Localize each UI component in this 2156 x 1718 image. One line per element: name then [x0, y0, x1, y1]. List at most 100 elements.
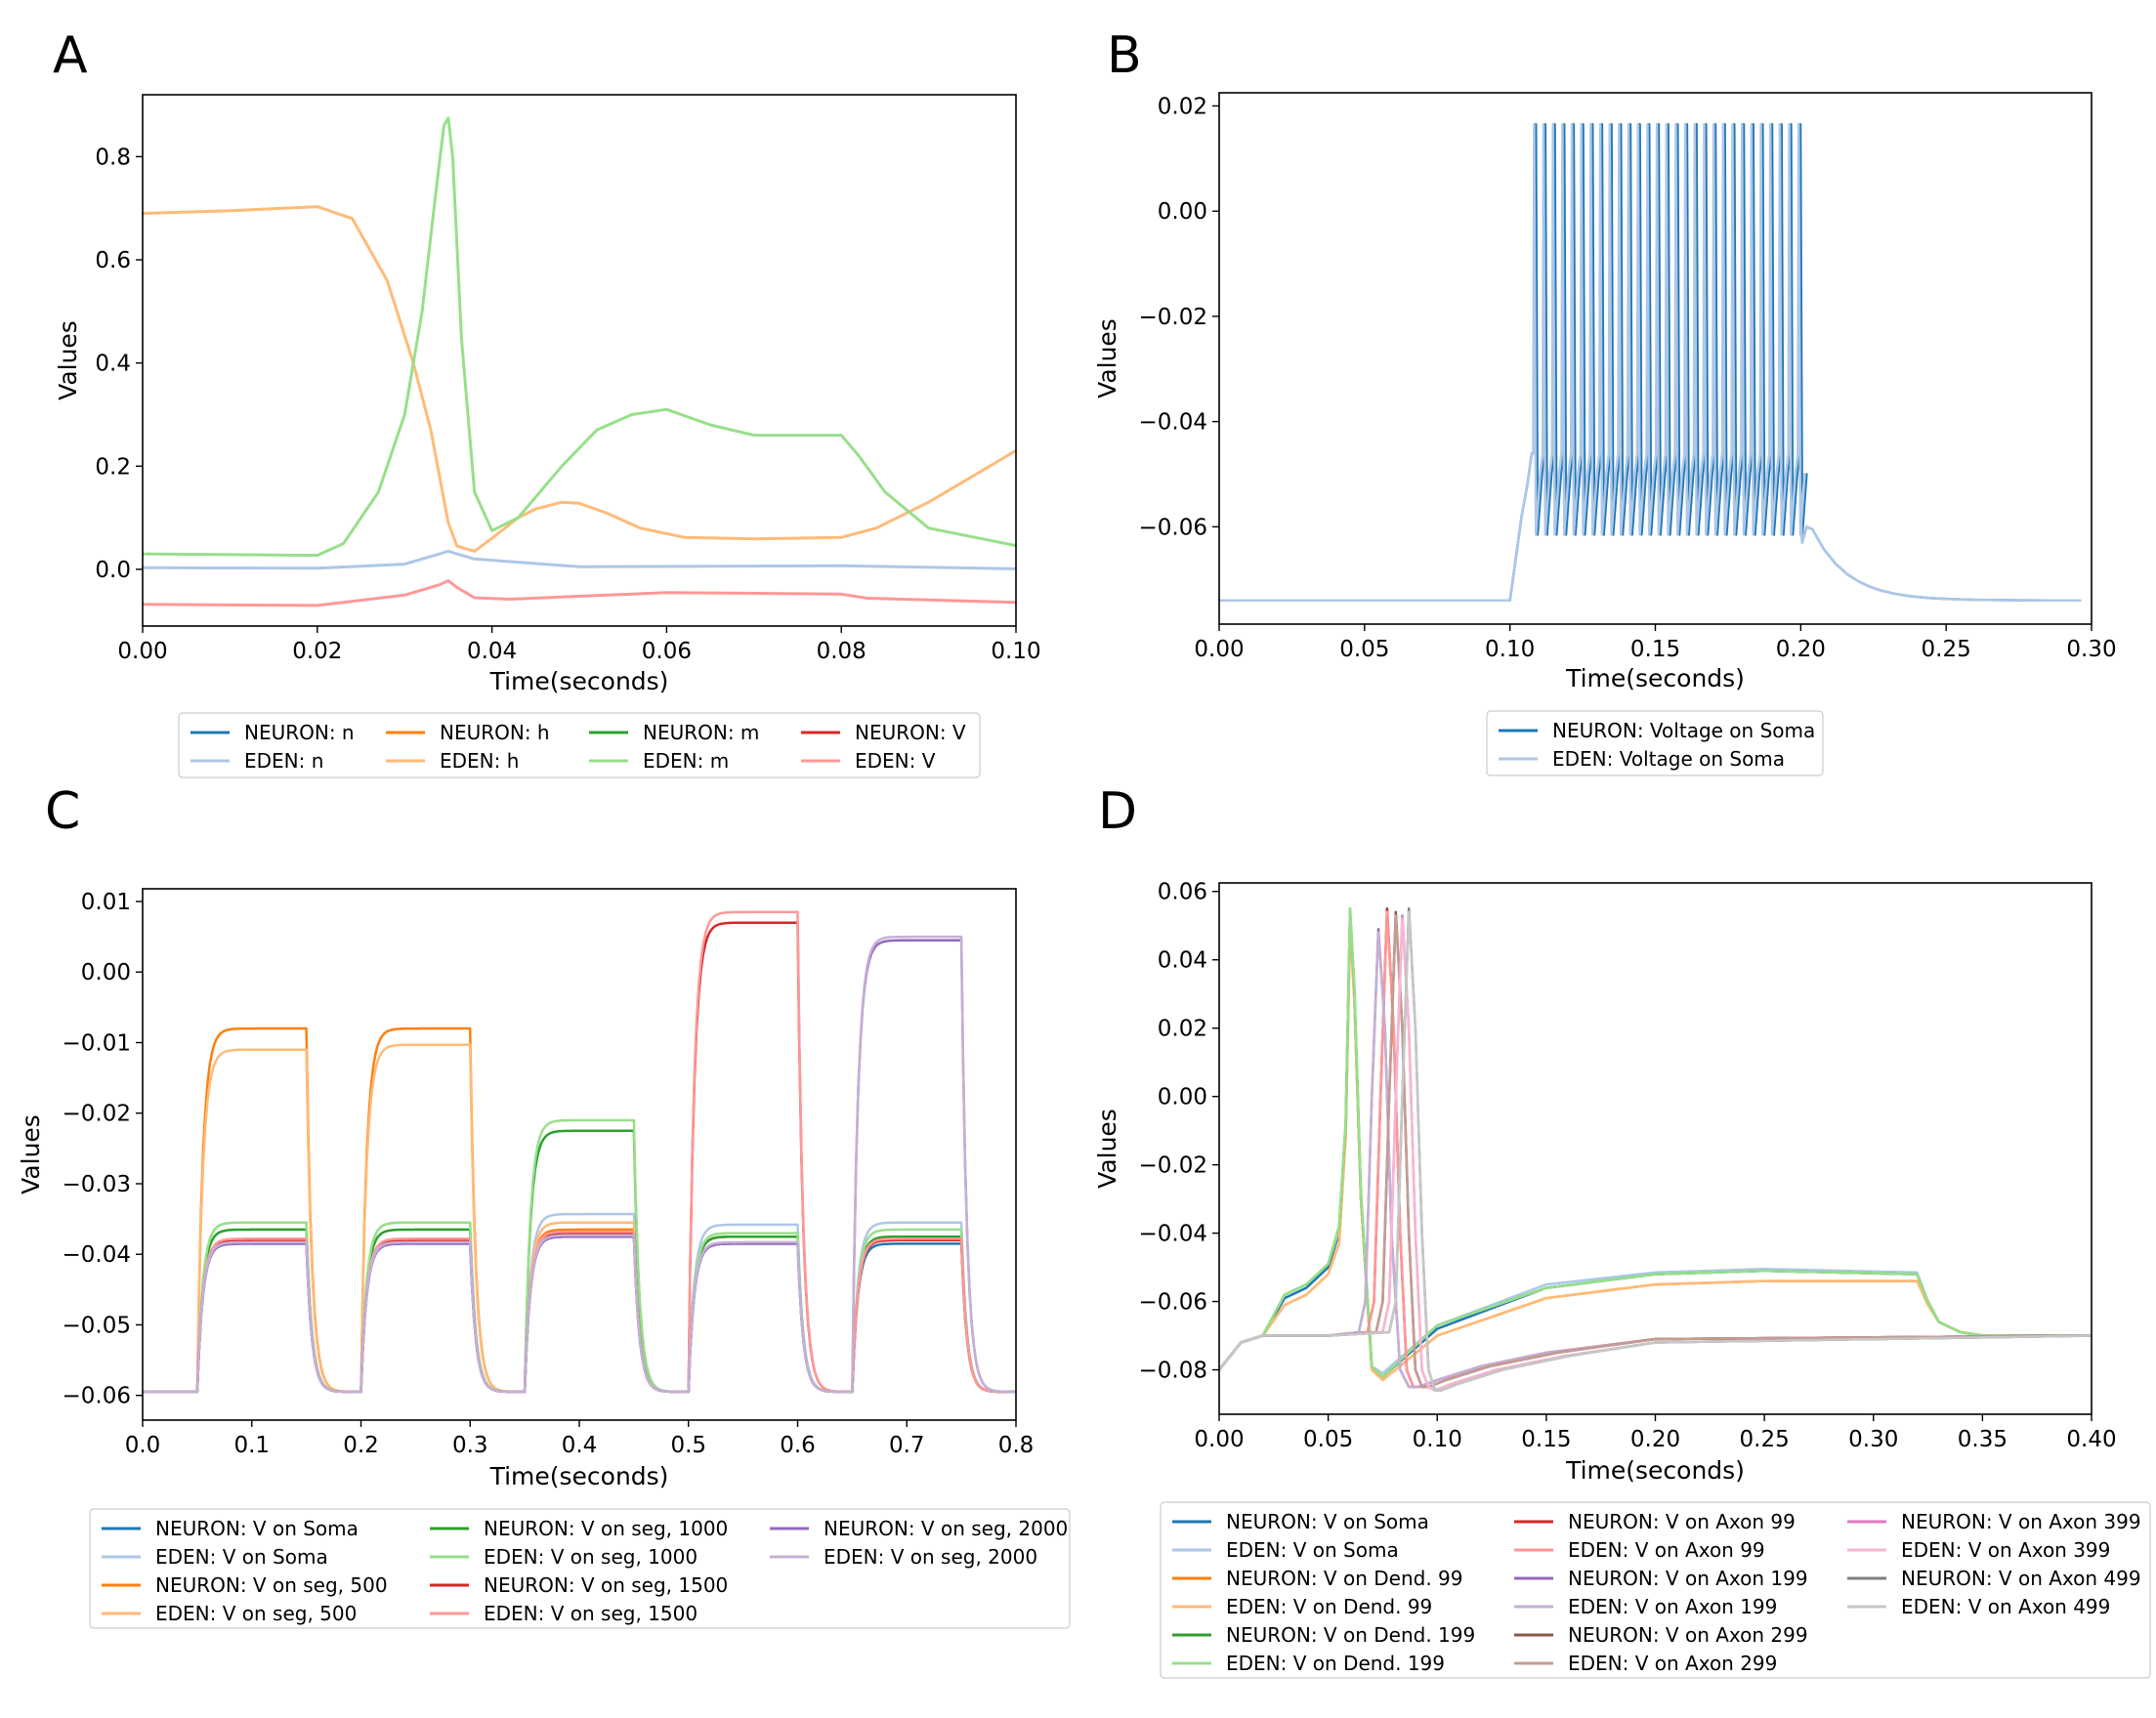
panel-label-a: A	[53, 26, 88, 85]
legend-label: EDEN: V on seg, 1000	[484, 1545, 698, 1569]
series-line-neuron-h	[143, 205, 1016, 553]
legend-label: NEURON: V on seg, 1000	[484, 1517, 728, 1540]
y-tick-label: −0.05	[63, 1313, 131, 1338]
legend-label: NEURON: V on Axon 499	[1901, 1567, 2141, 1590]
x-tick-label: 0.6	[780, 1433, 816, 1458]
legend-label: NEURON: V on Dend. 199	[1226, 1623, 1475, 1647]
legend: NEURON: n EDEN: n NEURON: h EDEN: h NEURON: …	[178, 712, 981, 778]
legend-box	[1486, 710, 1824, 776]
plot-frame	[142, 888, 1017, 1421]
x-tick-label: 0.30	[1848, 1427, 1898, 1452]
x-tick-label: 0.15	[1521, 1427, 1571, 1452]
series-line-eden-v-on-seg-500	[143, 1043, 1016, 1394]
chart-panel-b: 0.00 0.05 0.10 0.15 0.20 0.25 0.30 −0.06 −0.04 −0…	[1093, 92, 2117, 776]
series-line-neuron-v-on-soma	[143, 1235, 1016, 1394]
y-tick-label: −0.08	[1139, 1359, 1207, 1384]
x-tick-label: 0.06	[642, 639, 692, 664]
x-tick-label: 0.10	[1413, 1427, 1462, 1452]
x-tick-label: 0.7	[889, 1433, 925, 1458]
x-tick-label: 0.00	[1194, 637, 1244, 662]
y-tick-label: −0.03	[63, 1172, 131, 1197]
legend-label: NEURON: V on Axon 299	[1568, 1623, 1808, 1647]
series-group	[143, 910, 1016, 1394]
legend-label: NEURON: V on seg, 1500	[484, 1573, 728, 1597]
legend-label: NEURON: h	[440, 721, 550, 744]
legend-label: NEURON: V on Dend. 99	[1226, 1567, 1462, 1590]
y-tick-label: 0.00	[1158, 199, 1207, 225]
legend-label: EDEN: V on Axon 99	[1568, 1538, 1765, 1562]
legend-label: NEURON: n	[244, 721, 355, 744]
x-tick-label: 0.8	[998, 1433, 1035, 1458]
y-tick-label: 0.0	[95, 558, 131, 583]
y-axis-label: Values	[17, 1114, 45, 1194]
y-tick-label: −0.06	[1139, 1290, 1207, 1316]
series-line-eden-v	[143, 579, 1016, 608]
series-group	[143, 116, 1016, 608]
y-tick-label: 0.4	[95, 352, 131, 377]
x-axis-label: Time(seconds)	[1565, 664, 1745, 692]
y-tick-label: −0.04	[63, 1242, 131, 1268]
x-tick-label: 0.08	[817, 639, 867, 664]
x-tick-label: 0.15	[1630, 637, 1680, 662]
series-line-eden-v-on-seg-1500	[143, 910, 1016, 1394]
legend-box	[89, 1508, 1071, 1629]
series-line-neuron-v-on-soma	[1219, 917, 2092, 1378]
legend-label: EDEN: V on Soma	[1226, 1538, 1399, 1562]
legend-label: EDEN: V on Dend. 199	[1226, 1652, 1445, 1675]
x-tick-label: 0.04	[467, 639, 517, 664]
series-line-eden-v-on-seg-2000	[143, 935, 1016, 1394]
x-tick-label: 0.05	[1303, 1427, 1353, 1452]
series-line-neuron-v-on-axon-199	[1219, 927, 2092, 1389]
x-tick-label: 0.05	[1339, 637, 1389, 662]
legend: NEURON: V on Soma EDEN: V on Soma NEURON: …	[89, 1508, 1071, 1629]
legend-label: NEURON: V on seg, 2000	[824, 1517, 1068, 1540]
x-tick-label: 0.20	[1776, 637, 1826, 662]
series-group	[1219, 906, 2092, 1392]
series-line-neuron-v-on-dend-99	[1219, 924, 2092, 1382]
y-tick-label: 0.6	[95, 248, 131, 273]
panel-label-d: D	[1098, 782, 1137, 841]
x-tick-label: 0.2	[343, 1433, 379, 1458]
y-tick-label: 0.8	[95, 145, 131, 170]
y-tick-label: −0.02	[1139, 1153, 1207, 1179]
x-axis-label: Time(seconds)	[489, 1462, 669, 1490]
legend-label: EDEN: V on Axon 399	[1901, 1538, 2110, 1562]
y-axis-label: Values	[1093, 1109, 1121, 1189]
y-tick-label: −0.02	[63, 1102, 131, 1127]
y-axis-label: Values	[54, 320, 82, 400]
y-tick-label: 0.2	[95, 454, 131, 480]
series-line-eden-n	[143, 549, 1016, 570]
legend-label: NEURON: V on Soma	[1226, 1510, 1429, 1533]
legend-label: EDEN: V on Axon 199	[1568, 1595, 1777, 1618]
series-line-eden-v-on-dend-99	[1219, 924, 2092, 1382]
x-tick-label: 0.5	[670, 1433, 706, 1458]
legend-label: EDEN: h	[440, 749, 519, 773]
x-tick-label: 0.4	[562, 1433, 598, 1458]
panel-label-b: B	[1107, 26, 1142, 85]
chart-panel-d: 0.00 0.05 0.10 0.15 0.20 0.25 0.30 0.35 0.40 −0.0…	[1093, 880, 2151, 1679]
x-tick-label: 0.1	[233, 1433, 270, 1458]
x-tick-label: 0.20	[1630, 1427, 1680, 1452]
y-tick-label: 0.00	[81, 960, 131, 985]
series-line-eden-v-on-axon-499	[1219, 910, 2092, 1392]
x-tick-label: 0.40	[2066, 1427, 2116, 1452]
plot-frame	[142, 94, 1017, 627]
x-tick-label: 0.02	[292, 639, 342, 664]
series-line-eden-h	[143, 205, 1016, 553]
x-tick-label: 0.25	[1740, 1427, 1790, 1452]
legend-label: EDEN: V	[855, 749, 936, 773]
series-group	[1219, 123, 2082, 603]
legend-label: NEURON: V	[855, 721, 966, 744]
x-tick-label: 0.3	[452, 1433, 488, 1458]
legend-label: NEURON: V on Axon 399	[1901, 1510, 2141, 1533]
legend-box	[1160, 1501, 2151, 1679]
series-line-eden-m	[143, 116, 1016, 558]
series-line-neuron-v-on-seg-500	[143, 1027, 1016, 1394]
x-tick-label: 0.00	[117, 639, 167, 664]
chart-panel-a: 0.00 0.02 0.04 0.06 0.08 0.10 0.0 0.2 0.4 0.6 0.8 T…	[54, 94, 1041, 778]
series-line-eden-v-on-axon-399	[1219, 917, 2092, 1392]
y-tick-label: −0.04	[1139, 1222, 1207, 1247]
legend-label: NEURON: Voltage on Soma	[1552, 719, 1815, 742]
y-tick-label: 0.01	[81, 890, 131, 915]
y-tick-label: −0.01	[63, 1030, 131, 1056]
